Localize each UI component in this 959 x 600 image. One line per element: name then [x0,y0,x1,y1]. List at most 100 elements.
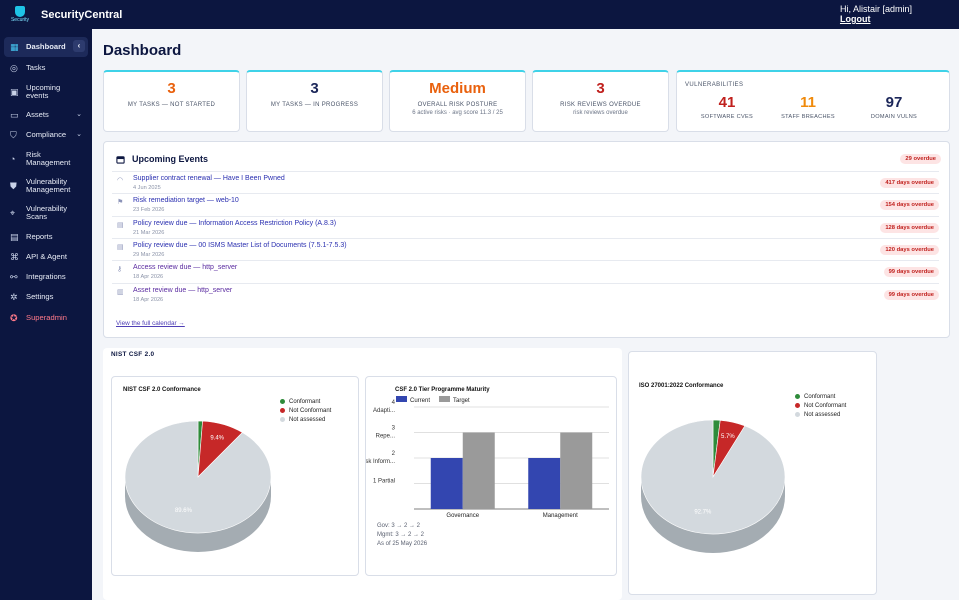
stat-label: MY TASKS — NOT STARTED [127,102,216,108]
gauge-icon: ◔ [10,153,16,164]
x-tick-label: Governance [446,513,479,519]
chart-note: Gov: 3 → 2 → 2 [377,523,421,529]
stat-card[interactable]: 3 RISK REVIEWS OVERDUE risk reviews overdu… [532,70,669,132]
event-row[interactable]: ▤ Policy review due — 00 ISMS Master List… [112,237,939,260]
legend-label: Not assessed [289,416,326,423]
event-title-link[interactable]: Access review due — http_server [133,264,238,272]
stat-label: RISK REVIEWS OVERDUE [560,102,641,108]
main-content: Dashboard 3 MY TASKS — NOT STARTED 3 MY TAS… [92,29,959,600]
iso-pie-card: ISO 27001:2022 Conformance Conformant Not… [628,351,877,595]
top-bar: Security SecurityCentral Hi, Alistair [a… [0,0,959,29]
server-icon: ▥ [117,288,124,296]
sidebar-item-label: Upcoming events [26,82,61,100]
pie-data-label: 92.7% [694,509,712,515]
sidebar-item-dashboard[interactable]: ▦ Dashboard ‹ [4,37,88,57]
pie-side [125,477,271,552]
sidebar-item-label: Risk Management [26,149,71,167]
bar-current-governance[interactable] [430,458,463,509]
maturity-bar-chart: Current Target 1 Partial 2Risk Inform... 3Re… [366,396,609,547]
shield-logo-icon [15,6,25,17]
sidebar-item-reports[interactable]: ▤ Reports [0,231,92,243]
event-title-link[interactable]: Policy review due — 00 ISMS Master List … [133,241,347,249]
sidebar-item-api-agent[interactable]: ⌘ API & Agent [0,251,92,263]
legend-swatch [439,396,450,402]
bar-chart-title: CSF 2.0 Tier Programme Maturity [395,387,490,393]
vuln-stat[interactable]: 41 SOFTWARE CVES [687,94,767,120]
logout-link[interactable]: Logout [839,14,871,24]
legend-swatch [795,394,800,399]
event-row[interactable]: ▤ Policy review due — Information Access … [112,215,939,238]
legend-swatch [795,403,800,408]
vuln-stat[interactable]: 11 STAFF BREACHES [768,94,848,120]
calendar-icon [116,156,125,164]
event-title-link[interactable]: Asset review due — http_server [133,286,233,294]
event-title-link[interactable]: Policy review due — Information Access R… [133,219,337,227]
vuln-stat[interactable]: 97 DOMAIN VULNS [854,94,934,120]
sidebar-item-label: API & Agent [26,251,67,261]
sidebar-item-settings[interactable]: ✲ Settings [0,291,92,303]
stat-card[interactable]: 3 MY TASKS — IN PROGRESS [246,70,383,132]
legend-swatch [280,408,285,413]
pie-slice-not-assessed[interactable] [124,420,272,534]
calendar-icon: ▣ [10,86,19,97]
brand-logo[interactable]: Security [7,4,33,26]
sidebar-item-risk-management[interactable]: ◔ Risk Management [0,150,92,168]
upcoming-events-card: Upcoming Events 29 overdue ◠ Supplier con… [103,141,950,338]
key-icon: ⚷ [117,266,123,274]
document-icon: ▤ [117,221,124,229]
dashboard-icon: ▦ [10,41,19,52]
stat-card[interactable]: 3 MY TASKS — NOT STARTED [103,70,240,132]
sidebar-item-label: Settings [26,291,54,301]
sidebar-item-tasks[interactable]: ◎ Tasks [0,62,92,74]
legend-label: Not Conformant [289,407,332,414]
sidebar-item-label: Integrations [26,271,66,281]
event-title-link[interactable]: Risk remediation target — web-10 [133,197,239,205]
sidebar-item-upcoming-events[interactable]: ▣ Upcoming events [0,83,92,101]
vulnerabilities-card[interactable]: VULNERABILITIES 41 SOFTWARE CVES 11 STAFF B… [676,70,950,132]
stat-card[interactable]: Medium OVERALL RISK POSTURE 6 active risks… [389,70,526,132]
sidebar-item-assets[interactable]: ▭ Assets ⌄ [0,109,92,121]
stat-value: 3 [167,80,176,97]
vuln-label: STAFF BREACHES [781,114,835,120]
sidebar-item-compliance[interactable]: ⛉ Compliance ⌄ [0,129,92,141]
legend-label: Target [453,398,470,404]
iso-pie-legend: Conformant Not Conformant Not assessed [795,392,846,419]
brand-name[interactable]: SecurityCentral [41,8,123,21]
full-calendar-link[interactable]: View the full calendar → [116,320,185,327]
event-row[interactable]: ⚑ Risk remediation target — web-10 23 Feb … [112,193,939,215]
collapse-sidebar-button[interactable]: ‹ [73,40,85,52]
nist-section-label: NIST CSF 2.0 [111,351,155,358]
events-title: Upcoming Events [132,154,209,164]
pie-slice-not-assessed[interactable] [640,419,786,535]
event-title-link[interactable]: Supplier contract renewal — Have I Been … [133,175,285,182]
stat-value: Medium [429,80,486,97]
sidebar-item-label: Dashboard [26,41,66,51]
sidebar-item-superadmin[interactable]: ✪ Superadmin [0,312,92,324]
legend-entry: Not assessed [280,415,331,424]
x-tick-label: Management [543,513,578,519]
overdue-count-badge: 29 overdue [900,154,941,164]
check-circle-icon: ◎ [10,62,18,73]
report-icon: ▤ [10,231,19,242]
event-date: 21 Mar 2026 [133,229,165,236]
document-icon: ▤ [117,243,124,251]
chevron-down-icon[interactable]: ⌄ [76,110,82,118]
overdue-badge: 154 days overdue [880,200,939,211]
y-tick-label: 3 Repe... [376,426,396,440]
bar-target-management[interactable] [560,432,593,510]
chevron-down-icon[interactable]: ⌄ [76,130,82,138]
bar-target-governance[interactable] [462,432,495,510]
event-row[interactable]: ◠ Supplier contract renewal — Have I Been… [112,171,939,193]
flag-icon: ⚑ [117,199,124,207]
sidebar-item-vulnerability-scans[interactable]: ⌖ Vulnerability Scans [0,204,92,222]
stat-value: 3 [596,80,605,97]
sidebar-item-integrations[interactable]: ⚯ Integrations [0,271,92,283]
scan-icon: ⌖ [10,207,16,218]
stat-subtext: risk reviews overdue [573,110,628,116]
event-row[interactable]: ⚷ Access review due — http_server 18 Apr 2… [112,260,939,282]
sidebar-item-vulnerability-management[interactable]: ⛊ Vulnerability Management [0,177,92,195]
event-row[interactable]: ▥ Asset review due — http_server 18 Apr 20… [112,282,939,305]
nist-pie-card: NIST CSF 2.0 Conformance Conformant Not C… [111,376,359,576]
legend-label: Conformant [804,393,836,400]
bar-current-management[interactable] [528,458,561,509]
